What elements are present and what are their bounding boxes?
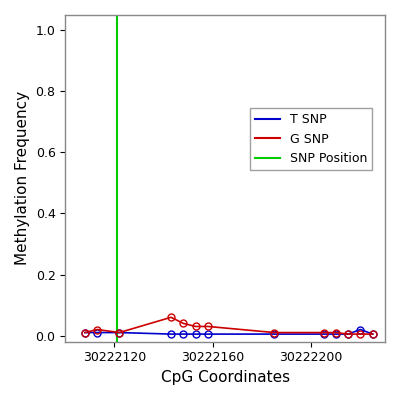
X-axis label: CpG Coordinates: CpG Coordinates	[160, 370, 290, 385]
Y-axis label: Methylation Frequency: Methylation Frequency	[15, 91, 30, 266]
Legend: T SNP, G SNP, SNP Position: T SNP, G SNP, SNP Position	[250, 108, 372, 170]
